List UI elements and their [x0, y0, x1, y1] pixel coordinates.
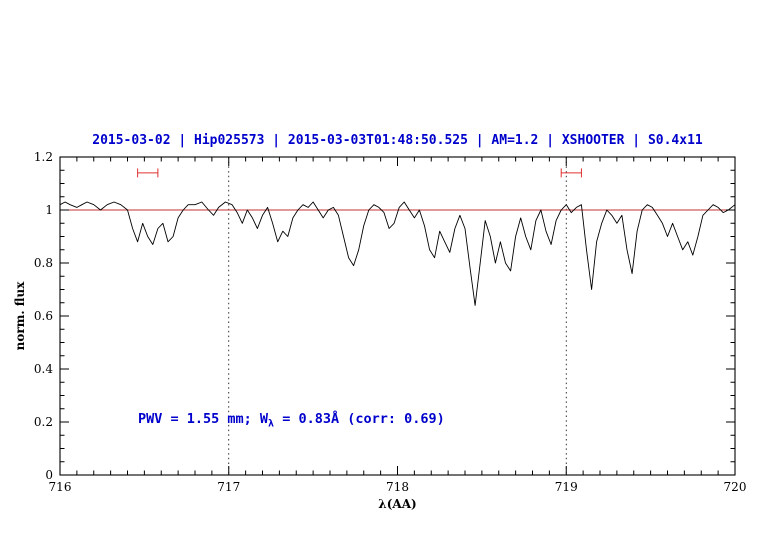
y-axis-label: norm. flux: [13, 281, 27, 351]
x-tick-label: 719: [555, 480, 578, 494]
y-tick-label: 0.4: [34, 362, 53, 376]
y-tick-label: 1: [45, 203, 53, 217]
pwv-annotation-suffix: = 0.83Å (corr: 0.69): [274, 411, 445, 427]
x-axis-label: λ(AA): [378, 497, 417, 511]
pwv-annotation: PWV = 1.55 mm; Wλ = 0.83Å (corr: 0.69): [138, 411, 445, 430]
x-tick-label: 716: [49, 480, 72, 494]
x-tick-label: 720: [724, 480, 747, 494]
y-tick-label: 0.6: [34, 309, 53, 323]
x-tick-label: 718: [386, 480, 409, 494]
y-tick-label: 0.2: [34, 415, 53, 429]
pwv-annotation-prefix: PWV = 1.55 mm; W: [138, 411, 269, 427]
y-tick-label: 1.2: [34, 150, 53, 164]
y-tick-label: 0.8: [34, 256, 53, 270]
pwv-annotation-subscript: λ: [268, 418, 275, 430]
x-tick-label: 717: [217, 480, 240, 494]
y-tick-label: 0: [45, 468, 53, 482]
plot-title: 2015-03-02 | Hip025573 | 2015-03-03T01:4…: [92, 133, 703, 148]
spectrum-line: [59, 201, 736, 306]
